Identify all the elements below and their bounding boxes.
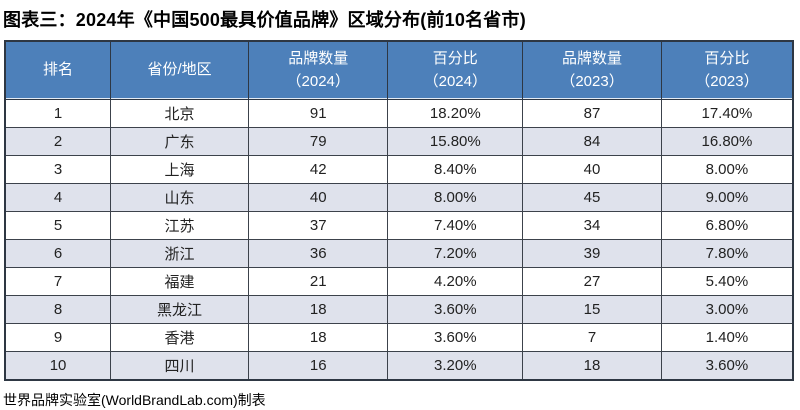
header-province: 省份/地区 — [110, 40, 249, 100]
cell: 广东 — [110, 127, 249, 156]
cell: 7.20% — [387, 239, 524, 268]
header-rank: 排名 — [4, 40, 112, 100]
table-row: 2 广东 79 15.80% 84 16.80% — [4, 127, 794, 156]
table-row: 10 四川 16 3.20% 18 3.60% — [4, 351, 794, 381]
cell: 8.00% — [660, 155, 794, 184]
cell: 7.80% — [660, 239, 794, 268]
cell: 84 — [522, 127, 662, 156]
table-row: 6 浙江 36 7.20% 39 7.80% — [4, 239, 794, 268]
header-percent-2023-line1: 百分比 — [704, 50, 750, 67]
cell: 8.00% — [387, 183, 524, 212]
cell: 7 — [4, 267, 112, 296]
cell: 42 — [247, 155, 389, 184]
brand-distribution-table: 排名 省份/地区 品牌数量 （2024） 百分比 （2024） 品牌数量 （20… — [4, 40, 794, 381]
cell: 16.80% — [660, 127, 794, 156]
table-header-row: 排名 省份/地区 品牌数量 （2024） 百分比 （2024） 品牌数量 （20… — [4, 40, 794, 100]
header-brand-count-2024: 品牌数量 （2024） — [247, 40, 389, 100]
cell: 福建 — [110, 267, 249, 296]
cell: 8 — [4, 295, 112, 324]
cell: 3.60% — [387, 295, 524, 324]
cell: 27 — [522, 267, 662, 296]
header-rank-line1: 排名 — [43, 61, 74, 79]
header-percent-2024-line2: （2024） — [423, 72, 487, 90]
table-row: 4 山东 40 8.00% 45 9.00% — [4, 183, 794, 212]
header-percent-2023-line2: （2023） — [695, 72, 759, 90]
cell: 上海 — [110, 155, 249, 184]
cell: 3.60% — [387, 323, 524, 352]
cell: 18 — [247, 295, 389, 324]
cell: 6 — [4, 239, 112, 268]
cell: 18 — [522, 351, 662, 381]
cell: 5.40% — [660, 267, 794, 296]
table-row: 5 江苏 37 7.40% 34 6.80% — [4, 211, 794, 240]
cell: 1.40% — [660, 323, 794, 352]
cell: 4 — [4, 183, 112, 212]
source-note: 世界品牌实验室(WorldBrandLab.com)制表 — [3, 392, 266, 408]
cell: 45 — [522, 183, 662, 212]
table-row: 3 上海 42 8.40% 40 8.00% — [4, 155, 794, 184]
cell: 江苏 — [110, 211, 249, 240]
header-brand-count-2023-line1: 品牌数量 — [562, 50, 623, 67]
cell: 39 — [522, 239, 662, 268]
header-percent-2024-line1: 百分比 — [432, 50, 478, 67]
cell: 3.60% — [660, 351, 794, 381]
cell: 34 — [522, 211, 662, 240]
cell: 9 — [4, 323, 112, 352]
cell: 4.20% — [387, 267, 524, 296]
cell: 山东 — [110, 183, 249, 212]
cell: 9.00% — [660, 183, 794, 212]
table-body: 1 北京 91 18.20% 87 17.40% 2 广东 79 15.80% 84 16.80% 3 上… — [4, 99, 794, 381]
cell: 37 — [247, 211, 389, 240]
cell: 7.40% — [387, 211, 524, 240]
cell: 18 — [247, 323, 389, 352]
cell: 91 — [247, 99, 389, 128]
cell: 8.40% — [387, 155, 524, 184]
table-row: 8 黑龙江 18 3.60% 15 3.00% — [4, 295, 794, 324]
cell: 21 — [247, 267, 389, 296]
header-brand-count-2023-line2: （2023） — [560, 72, 624, 90]
cell: 黑龙江 — [110, 295, 249, 324]
cell: 3.20% — [387, 351, 524, 381]
cell: 3 — [4, 155, 112, 184]
cell: 5 — [4, 211, 112, 240]
page-title: 图表三：2024年《中国500最具价值品牌》区域分布(前10名省市) — [3, 10, 526, 30]
header-percent-2024: 百分比 （2024） — [387, 40, 524, 100]
cell: 10 — [4, 351, 112, 381]
cell: 16 — [247, 351, 389, 381]
cell: 1 — [4, 99, 112, 128]
cell: 18.20% — [387, 99, 524, 128]
cell: 3.00% — [660, 295, 794, 324]
cell: 四川 — [110, 351, 249, 381]
cell: 香港 — [110, 323, 249, 352]
cell: 36 — [247, 239, 389, 268]
cell: 40 — [247, 183, 389, 212]
header-province-line1: 省份/地区 — [147, 61, 212, 79]
cell: 40 — [522, 155, 662, 184]
cell: 15.80% — [387, 127, 524, 156]
cell: 15 — [522, 295, 662, 324]
header-percent-2023: 百分比 （2023） — [660, 40, 794, 100]
cell: 7 — [522, 323, 662, 352]
header-brand-count-2024-line1: 品牌数量 — [288, 50, 349, 67]
cell: 79 — [247, 127, 389, 156]
table-row: 7 福建 21 4.20% 27 5.40% — [4, 267, 794, 296]
cell: 6.80% — [660, 211, 794, 240]
table-row: 1 北京 91 18.20% 87 17.40% — [4, 99, 794, 128]
cell: 北京 — [110, 99, 249, 128]
cell: 17.40% — [660, 99, 794, 128]
cell: 2 — [4, 127, 112, 156]
header-brand-count-2023: 品牌数量 （2023） — [522, 40, 662, 100]
header-brand-count-2024-line2: （2024） — [286, 72, 350, 90]
cell: 87 — [522, 99, 662, 128]
cell: 浙江 — [110, 239, 249, 268]
table-row: 9 香港 18 3.60% 7 1.40% — [4, 323, 794, 352]
